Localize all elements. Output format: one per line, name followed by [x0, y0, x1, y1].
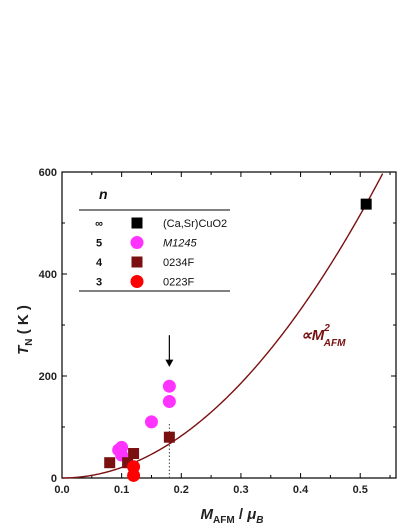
marker-arrow-head	[165, 359, 174, 367]
x-axis-title: MAFM / μB	[201, 506, 264, 526]
data-point	[144, 415, 158, 429]
x-tick-label: 0.1	[114, 484, 129, 496]
y-tick-label: 600	[39, 167, 57, 179]
data-point	[162, 379, 176, 393]
data-point	[104, 457, 116, 469]
x-tick-label: 0.0	[54, 484, 69, 496]
data-point	[122, 457, 134, 469]
y-axis-title: TN ( K )	[15, 305, 35, 355]
fit-annotation: ∝M2 AFM	[301, 323, 346, 349]
plot-frame	[61, 171, 397, 479]
y-tick-label: 200	[39, 371, 57, 383]
y-axis-ticks: 0 200 400 600	[39, 167, 396, 485]
legend-rows: ∞ (Ca,Sr)CuO2 5 M1245 4 0234F 3 0223F	[95, 217, 227, 289]
plot-area	[61, 171, 397, 479]
y-tick-label: 0	[51, 473, 57, 485]
legend-label: 0234F	[163, 257, 194, 269]
legend-marker	[130, 275, 144, 288]
legend-label: (Ca,Sr)CuO2	[163, 218, 227, 230]
legend-marker	[131, 217, 143, 229]
x-tick-label: 0.2	[174, 484, 189, 496]
y-tick-label: 400	[39, 269, 57, 281]
legend-marker	[130, 236, 144, 249]
marker-line-layer	[165, 335, 174, 478]
fit-annotation-text: ∝M2 AFM	[301, 323, 346, 349]
legend-marker	[131, 256, 143, 268]
fit-annotation-sub: AFM	[323, 338, 346, 349]
legend-label: M1245	[163, 238, 198, 250]
legend-label: 0223F	[163, 277, 194, 289]
fit-curve-layer	[61, 173, 384, 479]
x-tick-label: 0.4	[293, 484, 309, 496]
x-tick-label: 0.5	[353, 484, 368, 496]
legend-n-label: 5	[96, 238, 102, 250]
data-point	[163, 431, 175, 443]
legend-n-label: ∞	[95, 218, 103, 230]
fit-annotation-m: M	[312, 327, 325, 344]
fit-annotation-sup: 2	[323, 323, 330, 334]
data-point	[128, 448, 140, 460]
legend: n ∞ (Ca,Sr)CuO2 5 M1245 4 0234F 3 0223F	[79, 186, 230, 292]
data-point	[127, 468, 141, 482]
fit-curve	[61, 173, 384, 479]
data-point	[360, 198, 372, 210]
legend-header: n	[99, 186, 108, 202]
x-tick-label: 0.3	[233, 484, 248, 496]
data-points	[104, 198, 372, 482]
legend-n-label: 4	[96, 257, 103, 269]
legend-n-label: 3	[96, 277, 102, 289]
data-point	[162, 395, 176, 408]
